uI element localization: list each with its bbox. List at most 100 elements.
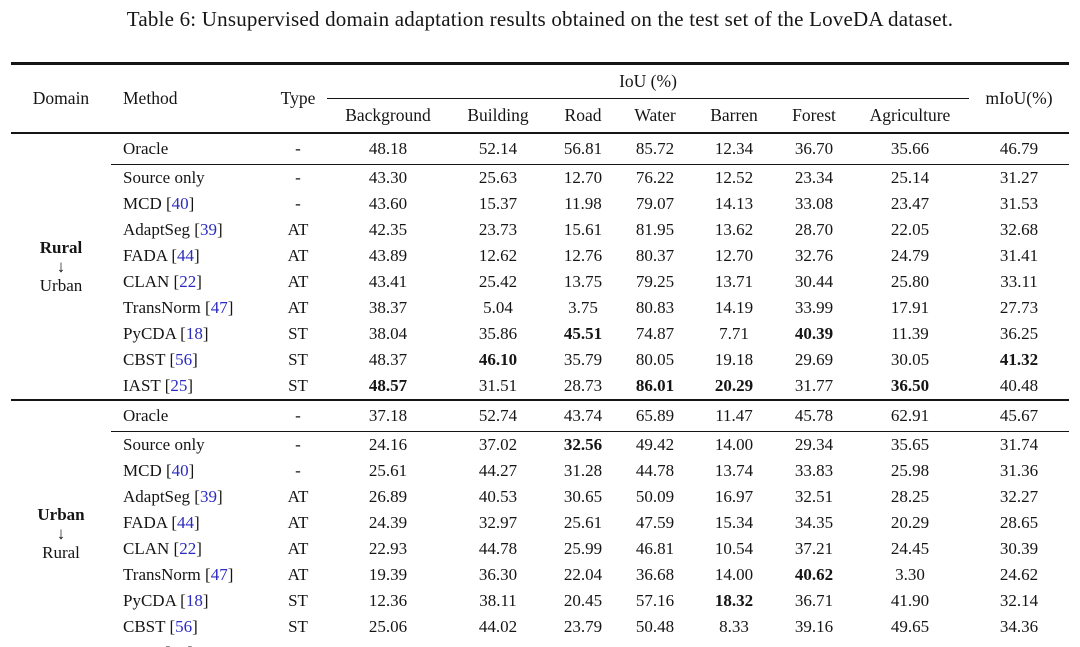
iou-value: 48.37 [368, 350, 408, 369]
iou-value: 25.42 [478, 272, 518, 291]
iou-value: 10.54 [714, 539, 754, 558]
header-type: Type [280, 88, 316, 108]
iou-value: 49.65 [890, 617, 930, 636]
miou-value: 36.25 [999, 324, 1039, 343]
citation-number[interactable]: 40 [171, 194, 189, 213]
citation-number[interactable]: 25 [170, 376, 188, 395]
iou-value: 43.41 [368, 272, 408, 291]
method-row: MCD [40] - 43.60 15.37 11.98 79.07 14.13 33.08 2… [11, 191, 1069, 217]
method-row: FADA [44] AT 24.39 32.97 25.61 47.59 15.34 34.3… [11, 510, 1069, 536]
iou-value: 33.36 [777, 640, 851, 647]
domain-source: Rural [39, 237, 83, 257]
iou-value: 52.14 [478, 139, 518, 158]
iou-value: 80.83 [635, 298, 675, 317]
iou-value: 25.06 [368, 617, 408, 636]
iou-value: 25.98 [890, 461, 930, 480]
citation-number[interactable]: 47 [210, 298, 228, 317]
method-row: FADA [44] AT 43.89 12.62 12.76 80.37 12.70 32.7… [11, 243, 1069, 269]
iou-value: 37.21 [794, 539, 834, 558]
results-table: Domain Method Type IoU (%) mIoU(%) Backg… [11, 62, 1069, 647]
miou-value: 46.79 [999, 139, 1039, 158]
iou-value: 44.27 [478, 461, 518, 480]
iou-value: 40.39 [794, 324, 834, 343]
miou-value: 31.36 [999, 461, 1039, 480]
iou-value: 33.83 [794, 461, 834, 480]
method-row: PyCDA [18] ST 38.04 35.86 45.51 74.87 7.71 40.3… [11, 321, 1069, 347]
miou-value: 34.36 [999, 617, 1039, 636]
method-row: PyCDA [18] ST 12.36 38.11 20.45 57.16 18.32 36.… [11, 588, 1069, 614]
iou-value: 28.73 [563, 376, 603, 395]
iou-value: 15.34 [714, 513, 754, 532]
iou-value: 50.48 [635, 617, 675, 636]
iou-value: 23.34 [777, 164, 851, 191]
iou-value: 39.16 [794, 617, 834, 636]
iou-value: 44.02 [478, 617, 518, 636]
method-type: - [295, 194, 301, 213]
iou-value: 22.93 [368, 539, 408, 558]
iou-value: 24.16 [327, 431, 449, 458]
domain-label-urban-to-rural: Urban ↓ Rural [11, 400, 111, 647]
iou-value: 36.71 [794, 591, 834, 610]
method-name: IAST [25] [111, 640, 269, 647]
citation-number[interactable]: 40 [171, 461, 189, 480]
citation-number[interactable]: 22 [179, 539, 197, 558]
down-arrow-icon: ↓ [56, 523, 66, 543]
iou-value: 48.18 [368, 139, 408, 158]
iou-value: 25.63 [449, 164, 547, 191]
method-type: ST [288, 324, 308, 343]
iou-value: 32.76 [794, 246, 834, 265]
citation-number[interactable]: 56 [175, 350, 193, 369]
citation-number[interactable]: 18 [185, 324, 203, 343]
iou-value: 19.39 [368, 565, 408, 584]
method-name: MCD [40] [123, 194, 195, 213]
citation-number[interactable]: 39 [199, 487, 217, 506]
method-type: AT [287, 565, 309, 584]
header-iou-group: IoU (%) [327, 63, 969, 99]
method-row: IAST [25] ST 48.57 31.51 28.73 86.01 20.29 31.7… [11, 373, 1069, 400]
iou-value: 28.29 [547, 640, 619, 647]
citation-number[interactable]: 44 [177, 513, 194, 532]
iou-value: 79.25 [635, 272, 675, 291]
method-name: MCD [40] [123, 461, 195, 480]
iou-value: 40.53 [478, 487, 518, 506]
iou-value: 48.57 [368, 376, 408, 395]
iou-value: 13.71 [714, 272, 754, 291]
citation-number[interactable]: 18 [185, 591, 203, 610]
citation-number[interactable]: 25 [170, 643, 187, 647]
method-type: - [295, 406, 301, 425]
header-class-road: Road [564, 105, 602, 125]
method-name: FADA [44] [123, 246, 200, 265]
iou-value: 31.77 [794, 376, 834, 395]
iou-value: 16.97 [714, 487, 754, 506]
method-type: AT [287, 298, 309, 317]
iou-value: 80.05 [635, 350, 675, 369]
method-name: Source only [111, 431, 269, 458]
citation-number[interactable]: 47 [210, 565, 228, 584]
iou-value: 81.95 [635, 220, 675, 239]
iou-value: 31.28 [563, 461, 603, 480]
iou-value: 28.70 [794, 220, 834, 239]
iou-value: 12.62 [478, 246, 518, 265]
iou-value: 8.33 [719, 617, 749, 636]
iou-value: 26.89 [368, 487, 408, 506]
iou-value: 15.61 [563, 220, 603, 239]
domain-target: Rural [42, 542, 80, 562]
miou-value: 31.53 [999, 194, 1039, 213]
citation-number[interactable]: 39 [199, 220, 217, 239]
method-type: ST [288, 617, 308, 636]
method-name: FADA [44] [123, 513, 200, 532]
citation-number[interactable]: 44 [177, 246, 194, 265]
citation-number[interactable]: 56 [175, 617, 193, 636]
iou-value: 13.62 [714, 220, 754, 239]
miou-value: 27.73 [999, 298, 1039, 317]
iou-value: 28.25 [890, 487, 930, 506]
header-row-top: Domain Method Type IoU (%) mIoU(%) [11, 63, 1069, 108]
iou-value: 30.44 [794, 272, 834, 291]
citation-number[interactable]: 22 [179, 272, 197, 291]
miou-value: 32.27 [999, 487, 1039, 506]
iou-value: 33.99 [794, 298, 834, 317]
iou-value: 23.79 [563, 617, 603, 636]
header-class-background: Background [345, 105, 431, 125]
iou-value: 35.86 [478, 324, 518, 343]
